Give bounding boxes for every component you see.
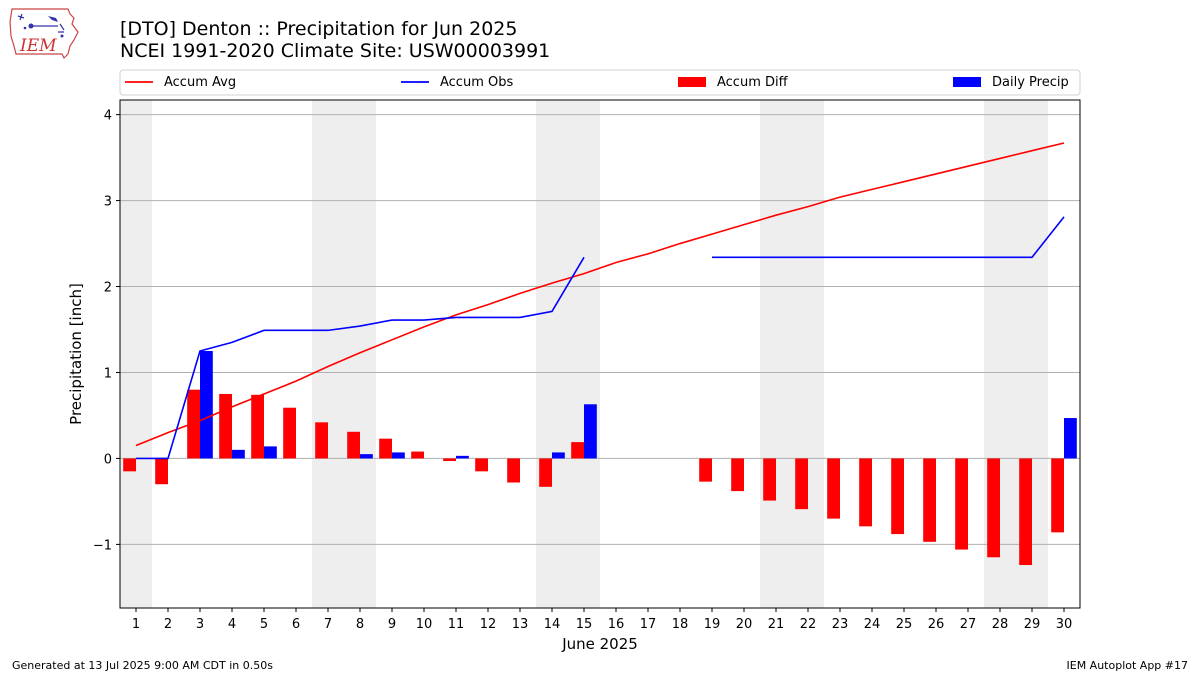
x-tick-label-28: 28 — [992, 617, 1009, 632]
daily-precip-bar-day-30 — [1064, 418, 1077, 459]
weekend-shade-4 — [760, 100, 824, 608]
daily-precip-bar-day-11 — [456, 455, 469, 459]
x-tick-label-16: 16 — [608, 617, 625, 632]
y-tick-label-2: 2 — [104, 281, 112, 296]
accum-diff-bar-day-9 — [379, 438, 392, 459]
legend-label-accum-diff: Accum Diff — [717, 75, 789, 90]
legend-label-accum-obs: Accum Obs — [440, 75, 513, 90]
daily-precip-bar-day-15 — [584, 404, 597, 459]
x-tick-label-2: 2 — [164, 617, 172, 632]
accum-diff-bar-day-26 — [923, 458, 936, 542]
accum-diff-bar-day-5 — [251, 394, 264, 459]
accum-diff-bar-day-30 — [1051, 458, 1064, 533]
accum-diff-bar-day-19 — [699, 458, 712, 482]
x-tick-label-24: 24 — [864, 617, 881, 632]
y-tick-label--1: −1 — [93, 538, 112, 553]
accum-diff-bar-day-4 — [219, 393, 232, 459]
y-tick-label-3: 3 — [104, 195, 112, 210]
legend-label-daily-precip: Daily Precip — [992, 75, 1069, 90]
accum-diff-bar-day-15 — [571, 442, 584, 459]
accum-diff-bar-day-12 — [475, 458, 488, 472]
accum-diff-bar-day-8 — [347, 431, 360, 459]
chart-subtitle: NCEI 1991-2020 Climate Site: USW00003991 — [120, 40, 551, 62]
accum-diff-bar-day-28 — [987, 458, 1000, 558]
x-tick-label-13: 13 — [512, 617, 529, 632]
accum-diff-bar-day-2 — [155, 458, 168, 485]
accum-diff-bar-day-11 — [443, 458, 456, 462]
accum-diff-bar-day-6 — [283, 407, 296, 459]
x-tick-label-19: 19 — [704, 617, 721, 632]
accum-obs-line-segment-1 — [136, 256, 585, 460]
accum-diff-bar-day-13 — [507, 458, 520, 483]
accum-diff-bar-day-21 — [763, 458, 776, 501]
accum-diff-bar-day-27 — [955, 458, 968, 550]
weekend-shade-1 — [120, 100, 152, 608]
x-tick-label-7: 7 — [324, 617, 332, 632]
iem-logo: IEM — [8, 6, 80, 60]
app-footer: IEM Autoplot App #17 — [1066, 659, 1189, 672]
x-tick-label-1: 1 — [132, 617, 140, 632]
y-tick-label-4: 4 — [104, 109, 112, 124]
x-tick-label-10: 10 — [416, 617, 433, 632]
daily-precip-bar-day-8 — [360, 454, 373, 459]
x-tick-label-23: 23 — [832, 617, 849, 632]
x-tick-label-4: 4 — [228, 617, 236, 632]
x-tick-label-30: 30 — [1056, 617, 1073, 632]
x-tick-label-5: 5 — [260, 617, 268, 632]
legend-swatch-accum-diff — [678, 77, 706, 87]
iowa-map-icon: IEM — [9, 8, 79, 60]
accum-diff-bar-day-23 — [827, 458, 840, 519]
x-tick-label-8: 8 — [356, 617, 364, 632]
accum-diff-bar-day-14 — [539, 458, 552, 487]
x-tick-label-22: 22 — [800, 617, 817, 632]
x-tick-label-11: 11 — [448, 617, 465, 632]
legend-swatch-daily-precip — [953, 77, 981, 87]
daily-precip-bar-day-14 — [552, 452, 565, 459]
accum-diff-bar-day-25 — [891, 458, 904, 535]
accum-diff-bar-day-7 — [315, 422, 328, 459]
x-axis-label: June 2025 — [561, 635, 638, 653]
accum-diff-bar-day-29 — [1019, 458, 1032, 566]
x-tick-label-14: 14 — [544, 617, 561, 632]
accum-diff-bar-day-24 — [859, 458, 872, 527]
daily-precip-bar-day-4 — [232, 449, 245, 459]
weekend-shade-3 — [536, 100, 600, 608]
x-tick-label-9: 9 — [388, 617, 396, 632]
accum-diff-bar-day-22 — [795, 458, 808, 510]
accum-diff-bar-day-10 — [411, 451, 424, 459]
daily-precip-bar-day-9 — [392, 452, 405, 459]
x-tick-label-21: 21 — [768, 617, 785, 632]
legend-box — [119, 69, 1081, 96]
accum-avg-line-segment-1 — [135, 142, 1065, 447]
x-tick-label-18: 18 — [672, 617, 689, 632]
accum-obs-line-segment-2 — [712, 216, 1065, 259]
x-tick-label-25: 25 — [896, 617, 913, 632]
logo-text: IEM — [19, 36, 57, 56]
x-tick-label-15: 15 — [576, 617, 593, 632]
x-tick-label-3: 3 — [196, 617, 204, 632]
plot-frame — [119, 99, 1081, 609]
y-axis-label: Precipitation [inch] — [67, 283, 85, 425]
daily-precip-bar-day-3 — [200, 350, 213, 459]
x-tick-label-20: 20 — [736, 617, 753, 632]
x-tick-label-6: 6 — [292, 617, 300, 632]
chart-title: [DTO] Denton :: Precipitation for Jun 20… — [120, 18, 518, 40]
x-tick-label-17: 17 — [640, 617, 657, 632]
x-tick-label-29: 29 — [1024, 617, 1041, 632]
y-tick-label-0: 0 — [104, 452, 112, 467]
generated-footer: Generated at 13 Jul 2025 9:00 AM CDT in … — [12, 659, 273, 672]
weekend-shade-2 — [312, 100, 376, 608]
x-tick-label-27: 27 — [960, 617, 977, 632]
daily-precip-bar-day-5 — [264, 446, 277, 459]
chart-legend: Accum Avg Accum Obs Accum Diff Daily Precip — [119, 69, 1081, 96]
y-tick-label-1: 1 — [104, 366, 112, 381]
x-tick-label-12: 12 — [480, 617, 497, 632]
accum-diff-bar-day-20 — [731, 458, 744, 492]
legend-label-accum-avg: Accum Avg — [164, 75, 236, 90]
accum-diff-bar-day-3 — [187, 389, 200, 459]
x-tick-label-26: 26 — [928, 617, 945, 632]
accum-diff-bar-day-1 — [123, 458, 136, 472]
